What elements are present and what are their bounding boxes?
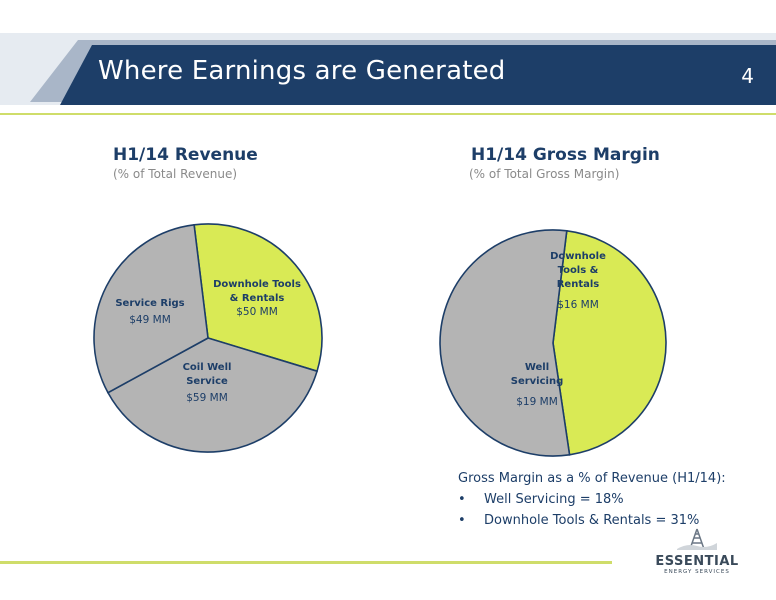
slice-label-1-0: Downhole Tools & Rentals bbox=[550, 251, 606, 290]
note-heading: Gross Margin as a % of Revenue (H1/14): bbox=[458, 471, 726, 486]
header-divider bbox=[0, 113, 776, 115]
slice-value-0-0: $50 MM bbox=[236, 306, 278, 318]
note-list: Well Servicing = 18% Downhole Tools & Re… bbox=[458, 489, 726, 531]
slice-label-0-2: Service Rigs bbox=[115, 298, 184, 309]
slice-value-1-1: $19 MM bbox=[516, 396, 558, 408]
slice-value-1-0: $16 MM bbox=[557, 299, 599, 311]
pie-slice-0-0 bbox=[193, 223, 323, 373]
pie-slice-1-0 bbox=[552, 229, 667, 456]
revenue-chart-subtitle: (% of Total Revenue) bbox=[113, 167, 238, 181]
company-logo: ESSENTIAL ENERGY SERVICES bbox=[642, 528, 752, 575]
slice-value-0-1: $59 MM bbox=[186, 392, 228, 404]
pie-slice-0-2 bbox=[93, 223, 209, 394]
footer-divider bbox=[0, 561, 612, 564]
pie-slice-0-1 bbox=[106, 337, 319, 453]
derrick-icon bbox=[677, 528, 717, 550]
pie-slice-1-1 bbox=[439, 229, 571, 457]
note-item-downhole-tools: Downhole Tools & Rentals = 31% bbox=[458, 510, 726, 531]
margin-chart-subtitle: (% of Total Gross Margin) bbox=[469, 167, 620, 181]
slice-label-0-1: Coil Well Service bbox=[183, 362, 232, 387]
slice-value-0-2: $49 MM bbox=[129, 314, 171, 326]
logo-tagline: ENERGY SERVICES bbox=[664, 569, 730, 575]
note-item-well-servicing: Well Servicing = 18% bbox=[458, 489, 726, 510]
logo-name: ESSENTIAL bbox=[655, 554, 739, 569]
title-banner bbox=[60, 45, 776, 105]
page-number: 4 bbox=[741, 64, 754, 88]
gross-margin-note: Gross Margin as a % of Revenue (H1/14): … bbox=[458, 468, 726, 531]
slide-title: Where Earnings are Generated bbox=[98, 56, 506, 86]
margin-chart-title: H1/14 Gross Margin bbox=[471, 145, 660, 165]
slice-label-1-1: Well Servicing bbox=[511, 362, 564, 387]
revenue-chart-title: H1/14 Revenue bbox=[113, 145, 258, 165]
slice-label-0-0: Downhole Tools & Rentals bbox=[213, 279, 301, 304]
